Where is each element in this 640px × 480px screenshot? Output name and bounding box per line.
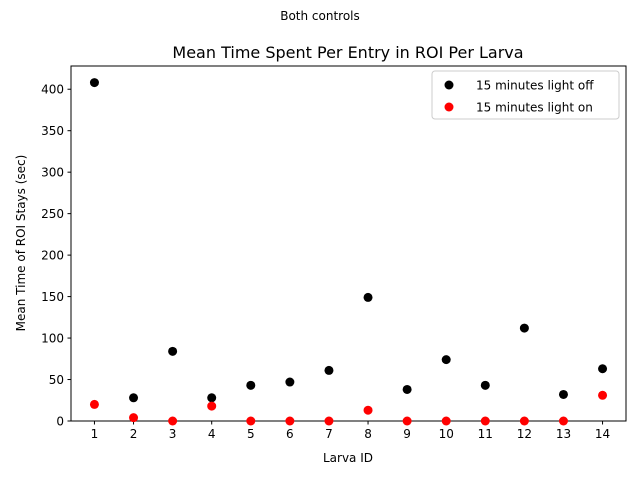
y-tick-label: 50 (49, 373, 64, 387)
x-tick-label: 6 (286, 427, 294, 441)
y-tick-label: 350 (41, 124, 64, 138)
legend: 15 minutes light off 15 minutes light on (431, 70, 620, 120)
x-tick-label: 8 (364, 427, 372, 441)
x-tick-label: 5 (247, 427, 255, 441)
point-light-off (480, 380, 490, 390)
point-light-on (207, 401, 217, 411)
x-axis: 1 2 3 4 5 6 7 8 9 10 11 12 13 14 (91, 421, 610, 441)
x-tick-label: 13 (556, 427, 571, 441)
point-light-on (246, 416, 256, 426)
chart-title: Mean Time Spent Per Entry in ROI Per Lar… (172, 43, 523, 62)
x-tick-label: 11 (478, 427, 493, 441)
point-light-off (129, 393, 139, 403)
x-tick-label: 10 (439, 427, 454, 441)
x-tick-label: 2 (130, 427, 138, 441)
point-light-on (598, 390, 608, 400)
legend-marker-light-on (444, 102, 454, 112)
point-light-off (363, 292, 373, 302)
point-light-off (519, 323, 529, 333)
point-light-off (89, 78, 99, 88)
point-light-on (89, 399, 99, 409)
x-tick-label: 7 (325, 427, 333, 441)
x-axis-label: Larva ID (323, 451, 373, 465)
legend-marker-light-off (444, 80, 454, 90)
point-light-on (324, 416, 334, 426)
point-light-off (168, 346, 178, 356)
point-light-off (207, 393, 217, 403)
data-points (89, 78, 608, 426)
x-tick-label: 1 (91, 427, 99, 441)
y-tick-label: 100 (41, 332, 64, 346)
x-tick-label: 4 (208, 427, 216, 441)
point-light-off (441, 355, 451, 365)
point-light-off (285, 377, 295, 387)
point-light-off (598, 364, 608, 374)
y-tick-label: 400 (41, 83, 64, 97)
legend-box (431, 70, 620, 120)
point-light-on (519, 416, 529, 426)
x-tick-label: 12 (517, 427, 532, 441)
point-light-on (441, 416, 451, 426)
y-axis: 0 50 100 150 200 250 300 350 400 (41, 83, 71, 429)
y-tick-label: 150 (41, 290, 64, 304)
legend-label-light-off: 15 minutes light off (476, 79, 594, 93)
point-light-on (129, 413, 139, 423)
point-light-off (402, 384, 412, 394)
point-light-on (363, 405, 373, 415)
point-light-on (168, 416, 178, 426)
point-light-on (402, 416, 412, 426)
y-tick-label: 250 (41, 207, 64, 221)
chart-suptitle: Both controls (280, 9, 360, 23)
x-tick-label: 3 (169, 427, 177, 441)
point-light-on (558, 416, 568, 426)
y-tick-label: 300 (41, 166, 64, 180)
y-tick-label: 0 (56, 415, 64, 429)
point-light-on (285, 416, 295, 426)
y-tick-label: 200 (41, 249, 64, 263)
plot-area (70, 65, 627, 422)
x-tick-label: 14 (595, 427, 610, 441)
legend-label-light-on: 15 minutes light on (476, 101, 593, 115)
point-light-off (246, 380, 256, 390)
y-axis-label: Mean Time of ROI Stays (sec) (14, 155, 28, 332)
point-light-off (324, 365, 334, 375)
x-tick-label: 9 (403, 427, 411, 441)
point-light-off (558, 389, 568, 399)
point-light-on (480, 416, 490, 426)
